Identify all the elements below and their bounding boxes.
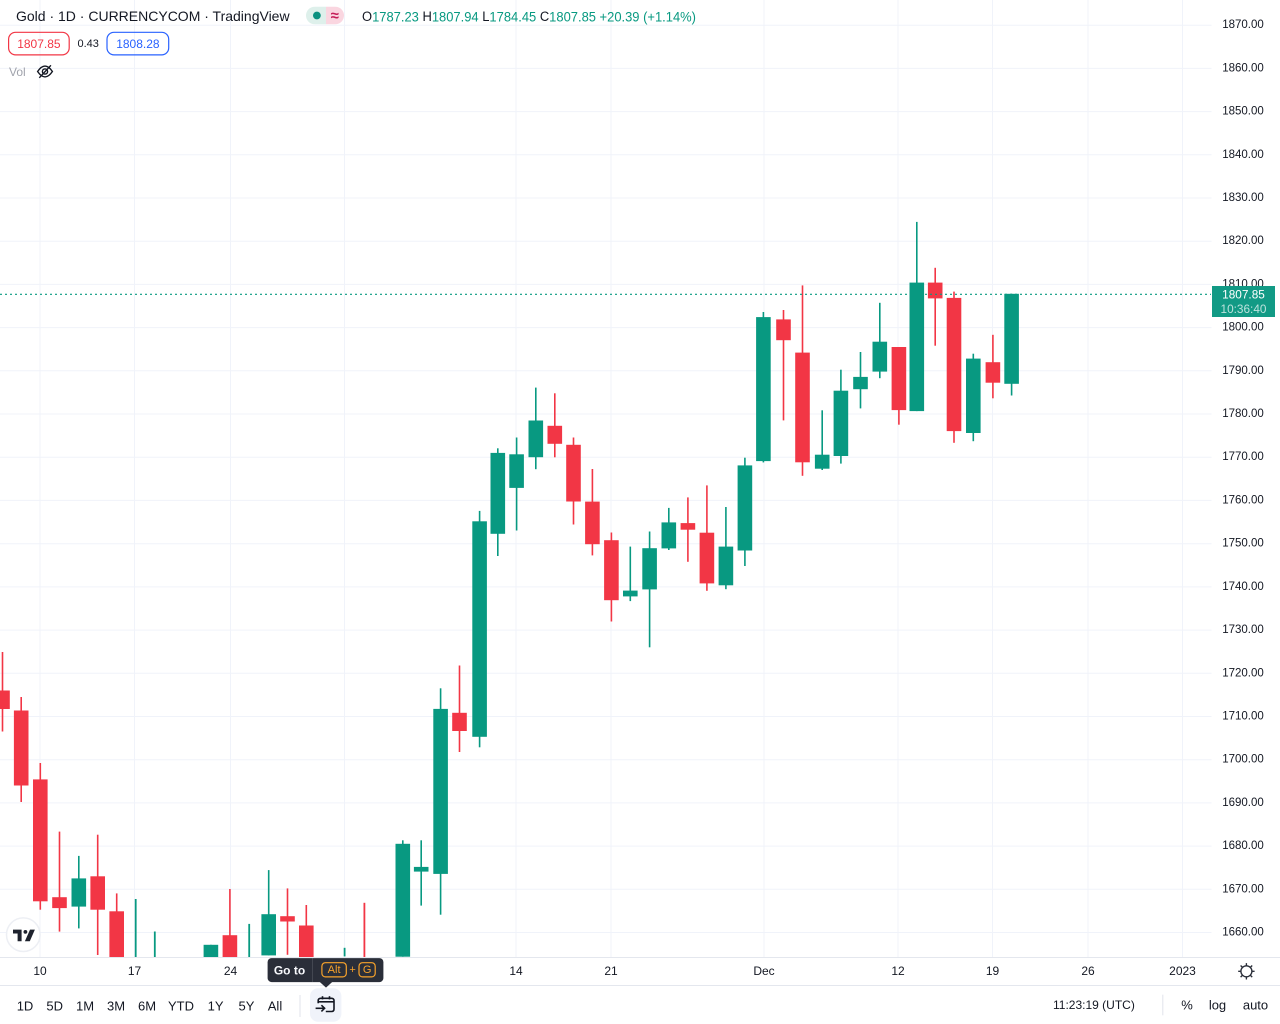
svg-text:+: + [349,964,355,976]
svg-text:19: 19 [986,964,1000,978]
svg-text:1790.00: 1790.00 [1222,365,1264,377]
svg-text:%: % [1181,998,1193,1013]
svg-text:6M: 6M [138,999,156,1014]
svg-text:1840.00: 1840.00 [1222,149,1264,161]
svg-text:1720.00: 1720.00 [1222,667,1264,679]
svg-text:1830.00: 1830.00 [1222,192,1264,204]
svg-text:5D: 5D [46,999,63,1014]
svg-text:log: log [1209,998,1226,1013]
svg-text:1760.00: 1760.00 [1222,494,1264,506]
svg-text:1850.00: 1850.00 [1222,106,1264,118]
svg-text:Dec: Dec [753,964,774,978]
svg-text:1700.00: 1700.00 [1222,754,1264,766]
svg-text:1807.85: 1807.85 [1222,288,1265,302]
svg-text:1670.00: 1670.00 [1222,883,1264,895]
svg-text:1680.00: 1680.00 [1222,840,1264,852]
svg-text:1M: 1M [76,999,94,1014]
svg-text:17: 17 [128,964,142,978]
svg-text:3M: 3M [107,999,125,1014]
svg-text:O1787.23 H1807.94 L1784.45 C18: O1787.23 H1807.94 L1784.45 C1807.85 +20.… [362,9,696,24]
svg-text:Vol: Vol [9,65,26,79]
svg-text:Alt: Alt [328,964,341,976]
svg-text:24: 24 [224,964,238,978]
svg-text:1690.00: 1690.00 [1222,797,1264,809]
svg-text:1780.00: 1780.00 [1222,408,1264,420]
svg-text:26: 26 [1081,964,1095,978]
svg-text:1740.00: 1740.00 [1222,581,1264,593]
svg-text:1770.00: 1770.00 [1222,451,1264,463]
svg-text:1Y: 1Y [208,999,224,1014]
svg-text:All: All [268,999,283,1014]
svg-text:12: 12 [891,964,905,978]
svg-text:auto: auto [1243,998,1268,1013]
svg-text:14: 14 [509,964,523,978]
svg-text:Go to: Go to [274,963,305,977]
svg-text:1820.00: 1820.00 [1222,235,1264,247]
svg-text:≈: ≈ [331,7,339,24]
svg-text:1807.85: 1807.85 [17,37,61,51]
svg-text:1860.00: 1860.00 [1222,62,1264,74]
svg-text:21: 21 [604,964,618,978]
svg-text:1710.00: 1710.00 [1222,711,1264,723]
svg-text:Gold · 1D · CURRENCYCOM · Trad: Gold · 1D · CURRENCYCOM · TradingView [16,8,290,24]
svg-text:11:23:19 (UTC): 11:23:19 (UTC) [1053,998,1135,1012]
svg-text:1808.28: 1808.28 [116,37,160,51]
svg-text:0.43: 0.43 [77,38,98,50]
svg-text:1870.00: 1870.00 [1222,19,1264,31]
svg-text:G: G [363,964,372,976]
svg-text:2023: 2023 [1169,964,1196,978]
svg-text:10:36:40: 10:36:40 [1221,302,1267,316]
svg-text:10: 10 [33,964,47,978]
svg-text:1800.00: 1800.00 [1222,322,1264,334]
svg-text:YTD: YTD [168,999,194,1014]
svg-text:1D: 1D [17,999,34,1014]
svg-text:1730.00: 1730.00 [1222,624,1264,636]
svg-text:1660.00: 1660.00 [1222,927,1264,939]
svg-text:1750.00: 1750.00 [1222,538,1264,550]
svg-text:5Y: 5Y [239,999,255,1014]
